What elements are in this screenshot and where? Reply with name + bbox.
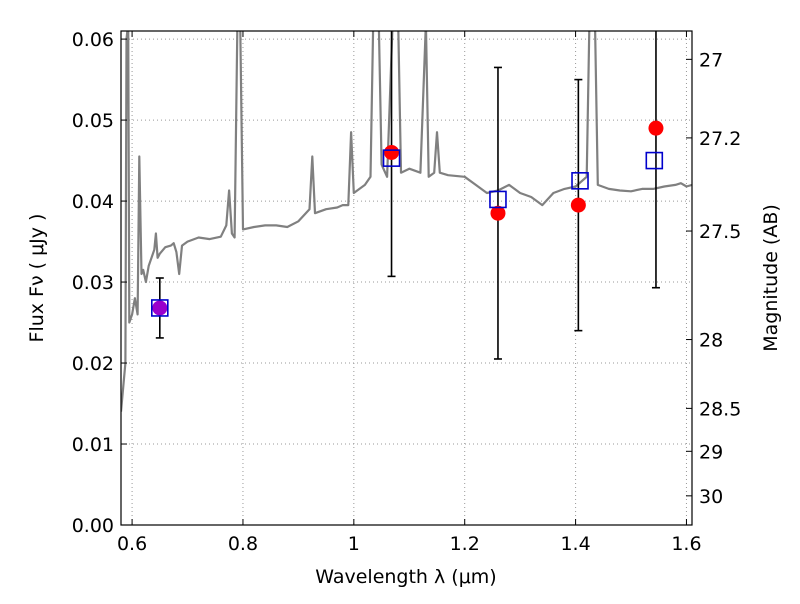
- observed-point: [648, 120, 664, 136]
- y-tick-label: 0.04: [72, 191, 114, 213]
- right-tick-label: 28.5: [699, 398, 741, 420]
- grid: [121, 31, 692, 526]
- x-tick-label: 1.2: [450, 533, 480, 555]
- observed-point: [152, 300, 168, 316]
- x-tick-label: 0.6: [117, 533, 147, 555]
- observed-point: [490, 205, 506, 221]
- model-point: [151, 299, 169, 317]
- y-tick-label: 0.05: [72, 110, 114, 132]
- point-layer: [151, 120, 664, 317]
- x-tick-label: 1.6: [671, 533, 701, 555]
- x-tick-label: 0.8: [228, 533, 258, 555]
- y-tick-label: 0.01: [72, 434, 114, 456]
- right-tick-label: 27: [699, 49, 723, 71]
- y-tick-label: 0.00: [72, 515, 114, 537]
- plot-frame: [120, 30, 693, 526]
- x-tick-label: 1.4: [560, 533, 590, 555]
- tick-layer: 0.6 0.8 1 1.2 1.4 1.6 0.00 0.01 0.02 0.03 0.04 0.05…: [72, 29, 742, 555]
- right-tick-label: 27.2: [699, 128, 741, 150]
- y-tick-label: 0.02: [72, 353, 114, 375]
- spectrum-line: [121, 31, 692, 412]
- right-tick-label: 27.5: [699, 221, 741, 243]
- model-point: [645, 151, 664, 170]
- observed-point: [384, 144, 400, 160]
- model-point: [489, 190, 507, 209]
- model-point: [571, 172, 589, 190]
- y-tick-label: 0.03: [72, 272, 114, 294]
- right-axis-title: Magnitude (AB): [760, 204, 782, 352]
- right-tick-label: 29: [699, 441, 723, 463]
- right-tick-label: 28: [699, 330, 723, 352]
- right-tick-label: 30: [699, 486, 723, 508]
- x-axis-title: Wavelength λ (μm): [315, 566, 496, 588]
- spectrum-layer: [121, 31, 692, 412]
- y-tick-label: 0.06: [72, 29, 114, 51]
- y-axis-title: Flux Fν ( μJy ): [26, 214, 48, 343]
- x-tick-label: 1: [348, 533, 360, 555]
- model-point: [382, 149, 401, 167]
- observed-point: [570, 197, 586, 213]
